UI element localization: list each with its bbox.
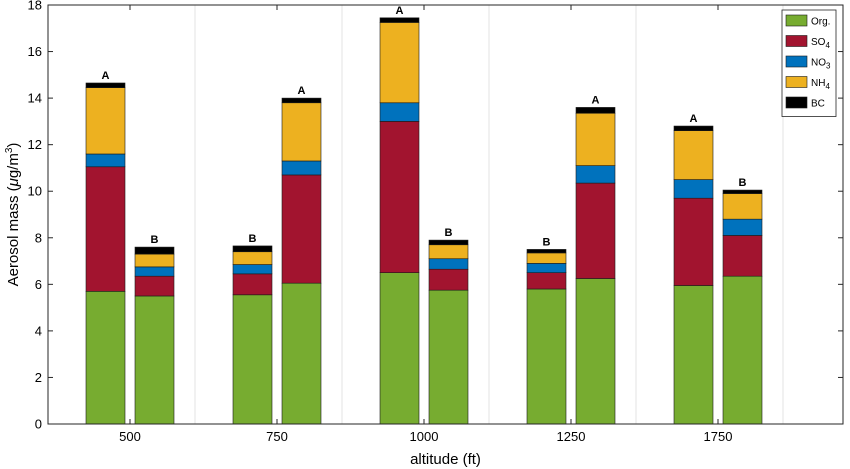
bar-segment-nh4 — [428, 244, 469, 260]
y-tick-label: 6 — [35, 277, 42, 292]
legend-entry: SO4 — [811, 37, 830, 50]
bar-segment-no3 — [85, 153, 126, 168]
bar-segment-bc — [428, 239, 469, 246]
y-tick-label: 4 — [35, 323, 42, 338]
bar-segment-org — [379, 272, 420, 425]
bar-segment-org — [722, 275, 763, 425]
x-tick-label: 1750 — [704, 429, 733, 444]
y-tick-label: 10 — [28, 184, 42, 199]
bar-segment-so4 — [134, 275, 175, 297]
bar-segment-org — [428, 289, 469, 425]
bar-segment-nh4 — [526, 252, 567, 264]
bar-label: B — [249, 233, 257, 245]
bar-label: A — [298, 85, 306, 97]
legend-swatch — [785, 96, 808, 109]
bar-segment-no3 — [281, 160, 322, 176]
bar-segment-no3 — [673, 179, 714, 199]
bar-segment-so4 — [575, 182, 616, 279]
y-axis-label: Aerosol mass (μg/m3) — [4, 143, 22, 287]
bar-segment-so4 — [673, 197, 714, 286]
bar-segment-no3 — [428, 258, 469, 270]
bar-segment-nh4 — [673, 130, 714, 180]
bar-segment-so4 — [428, 268, 469, 291]
bar-segment-bc — [232, 245, 273, 253]
bar-label: B — [151, 234, 159, 246]
y-tick-label: 12 — [28, 137, 42, 152]
y-tick-label: 18 — [28, 0, 42, 13]
x-tick-label: 1250 — [557, 429, 586, 444]
x-axis-ticks: 500 750 1000 1250 1750 — [119, 5, 732, 444]
bar-segment-bc — [379, 17, 420, 23]
bar-label: A — [592, 94, 600, 106]
bar-label: B — [739, 177, 747, 189]
bar-segment-no3 — [232, 264, 273, 275]
bar-segment-bc — [281, 97, 322, 104]
y-tick-label: 14 — [28, 91, 42, 106]
bar-label: A — [102, 70, 110, 82]
y-tick-label: 2 — [35, 370, 42, 385]
bar-segment-no3 — [134, 266, 175, 277]
x-tick-label: 500 — [119, 429, 141, 444]
y-tick-label: 8 — [35, 230, 42, 245]
bar-segment-no3 — [722, 218, 763, 236]
bar-segment-bc — [134, 246, 175, 255]
bar-segment-so4 — [281, 174, 322, 284]
legend-entry: BC — [811, 99, 825, 110]
bar-label: B — [445, 227, 453, 239]
bar-segment-so4 — [85, 166, 126, 292]
bar-segment-no3 — [575, 165, 616, 184]
bar-label: B — [543, 236, 551, 248]
bar-segment-no3 — [379, 102, 420, 122]
bar-segment-bc — [85, 82, 126, 88]
bar-segment-bc — [575, 107, 616, 114]
bar-segment-org — [134, 295, 175, 425]
bar-segment-nh4 — [379, 22, 420, 104]
bar-segment-bc — [722, 189, 763, 194]
x-tick-label: 750 — [266, 429, 288, 444]
legend-entry: Org. — [811, 17, 830, 28]
legend-swatch — [785, 55, 808, 68]
bar-segment-bc — [673, 125, 714, 131]
bar-segment-so4 — [722, 235, 763, 277]
legend: Org. SO4 NO3 NH4 BC — [781, 9, 837, 117]
bar-segment-so4 — [379, 121, 420, 273]
y-tick-label: 0 — [35, 417, 42, 432]
bar-label: A — [690, 113, 698, 125]
bars-layer — [85, 17, 763, 425]
legend-swatch — [785, 76, 808, 88]
legend-swatch — [785, 14, 808, 27]
bar-segment-nh4 — [85, 87, 126, 155]
bar-segment-bc — [526, 249, 567, 254]
legend-entry: NO3 — [811, 58, 831, 71]
legend-swatch — [785, 35, 808, 47]
bar-segment-so4 — [232, 273, 273, 296]
y-label-unit: g/m — [5, 153, 22, 178]
bar-segment-nh4 — [134, 253, 175, 268]
bar-segment-so4 — [526, 272, 567, 290]
plot-frame — [47, 4, 844, 425]
bar-segment-org — [526, 288, 567, 425]
bar-segment-org — [673, 285, 714, 425]
bar-label: A — [396, 5, 404, 17]
bar-segment-no3 — [526, 263, 567, 273]
bar-labels-layer: A B B A A B B A A B — [102, 5, 747, 249]
y-label-suffix: ) — [5, 143, 22, 148]
bar-segment-org — [575, 278, 616, 425]
bar-segment-nh4 — [232, 251, 273, 265]
y-label-prefix: Aerosol mass ( — [5, 186, 22, 286]
bar-segment-nh4 — [281, 102, 322, 162]
y-tick-label: 16 — [28, 44, 42, 59]
y-label-mu: μ — [5, 178, 22, 187]
bar-segment-nh4 — [575, 112, 616, 166]
x-axis-label: altitude (ft) — [410, 451, 481, 468]
bar-segment-org — [85, 291, 126, 425]
y-axis-ticks: 0 2 4 6 8 10 12 14 16 18 — [28, 0, 843, 432]
legend-entry: NH4 — [811, 78, 830, 91]
bar-segment-nh4 — [722, 193, 763, 220]
bar-segment-org — [281, 282, 322, 425]
y-label-sup: 3 — [4, 147, 15, 153]
bar-segment-org — [232, 294, 273, 425]
x-tick-label: 1000 — [410, 429, 439, 444]
